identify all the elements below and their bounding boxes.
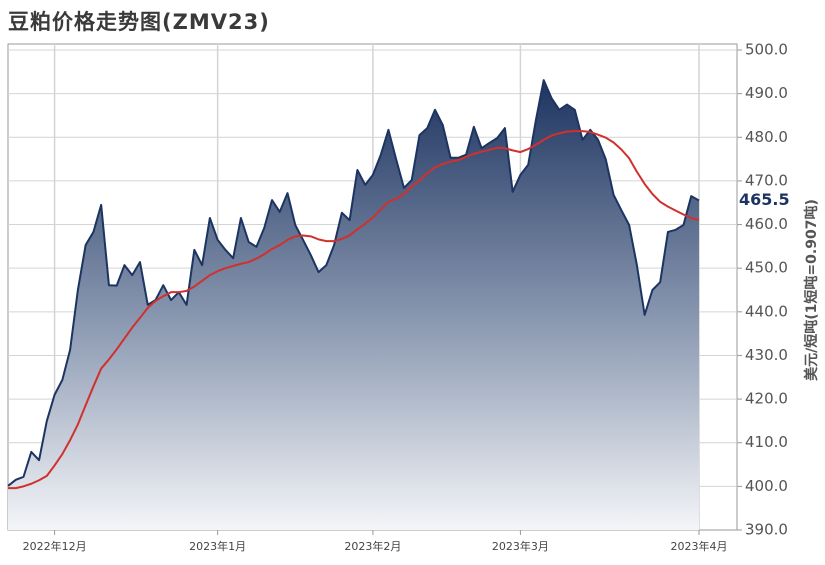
y-tick-label: 430.0 xyxy=(745,346,788,364)
y-tick-label: 390.0 xyxy=(745,521,788,539)
x-tick-label: 2023年4月 xyxy=(671,539,728,553)
y-tick-label: 480.0 xyxy=(745,128,788,146)
y-axis-title: 美元/短吨(1短吨=0.907吨) xyxy=(803,199,820,381)
last-value-label: 465.5 xyxy=(739,190,790,209)
x-tick-label: 2023年2月 xyxy=(344,539,401,553)
y-tick-label: 490.0 xyxy=(745,84,788,102)
y-tick-label: 450.0 xyxy=(745,259,788,277)
y-tick-label: 470.0 xyxy=(745,171,788,189)
y-tick-label: 420.0 xyxy=(745,390,788,408)
chart-title: 豆粕价格走势图(ZMV23) xyxy=(8,10,270,34)
x-tick-label: 2023年1月 xyxy=(189,539,246,553)
y-tick-label: 400.0 xyxy=(745,477,788,495)
y-tick-label: 440.0 xyxy=(745,302,788,320)
series-line xyxy=(8,130,700,490)
y-tick-label: 500.0 xyxy=(745,41,788,59)
y-tick-label: 460.0 xyxy=(745,215,788,233)
x-tick-label: 2023年3月 xyxy=(492,539,549,553)
area-fill xyxy=(8,80,699,530)
y-tick-label: 410.0 xyxy=(745,433,788,451)
x-tick-label: 2022年12月 xyxy=(23,539,87,553)
series-line xyxy=(7,79,700,487)
